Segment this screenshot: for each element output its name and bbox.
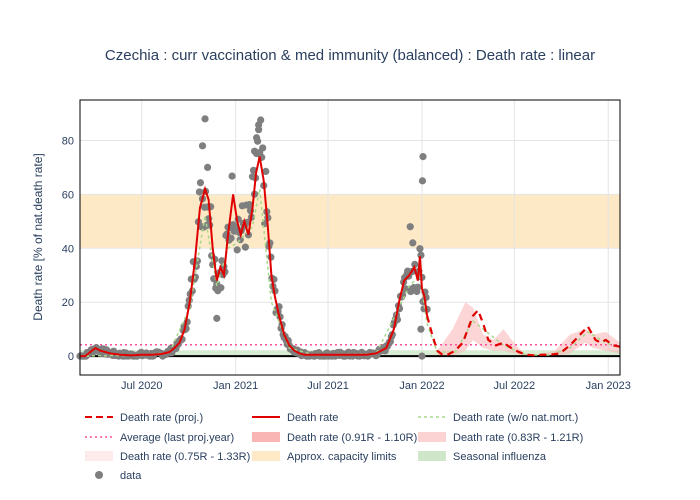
data-point-outlier <box>203 163 212 172</box>
legend-label: Death rate (0.75R - 1.33R) <box>120 451 250 463</box>
legend-swatch <box>95 471 103 479</box>
data-point-outlier <box>255 126 263 134</box>
projection-band <box>437 302 620 357</box>
capacity-band <box>80 194 620 249</box>
legend-label: Death rate (0.91R - 1.10R) <box>287 432 417 444</box>
legend-label: Approx. capacity limits <box>287 451 397 463</box>
x-tick-label: Jan 2023 <box>586 380 631 392</box>
data-point-outlier <box>418 177 427 185</box>
legend-label: Seasonal influenza <box>453 451 547 463</box>
legend-item: Approx. capacity limits <box>252 451 397 463</box>
chart-title: Czechia : curr vaccination & med immunit… <box>105 47 595 64</box>
data-point <box>416 245 424 253</box>
legend-item: Death rate (w/o nat.mort.) <box>418 412 578 424</box>
legend-label: data <box>120 470 142 482</box>
legend-swatch <box>418 432 446 442</box>
series-line-projection <box>426 308 621 357</box>
x-tick-label: Jan 2022 <box>399 380 444 392</box>
data-point-outlier <box>201 115 209 123</box>
y-tick-label: 0 <box>68 351 74 363</box>
data-point <box>411 260 419 268</box>
data-point <box>227 234 235 242</box>
data-point <box>195 188 204 196</box>
legend-swatch <box>252 451 280 461</box>
legend-item: Death rate (proj.) <box>85 412 203 424</box>
legend-item: Death rate (0.75R - 1.33R) <box>85 451 250 463</box>
data-point <box>241 243 249 251</box>
legend-swatch <box>252 432 280 442</box>
legend-item: data <box>95 470 142 482</box>
series-line-wo-natmort <box>79 188 621 357</box>
x-tick-label: Jul 2022 <box>494 380 536 392</box>
data-point <box>218 257 226 265</box>
y-tick-label: 40 <box>62 243 74 255</box>
data-point <box>233 246 241 254</box>
legend-label: Average (last proj.year) <box>120 432 234 444</box>
y-axis-label: Death rate [% of nat.death rate] <box>31 153 45 320</box>
data-point <box>217 284 225 292</box>
data-point-outlier <box>213 314 221 322</box>
x-tick-label: Jul 2020 <box>121 380 163 392</box>
legend-label: Death rate (0.83R - 1.21R) <box>453 432 583 444</box>
data-point <box>245 201 254 209</box>
x-tick-label: Jul 2021 <box>307 380 349 392</box>
legend-label: Death rate (w/o nat.mort.) <box>453 412 578 424</box>
x-tick-label: Jan 2021 <box>213 380 258 392</box>
data-point-outlier <box>198 142 207 150</box>
data-point <box>257 116 265 124</box>
data-point-outlier <box>252 134 261 142</box>
y-tick-label: 80 <box>62 135 74 147</box>
legend-swatch <box>418 451 446 461</box>
data-point <box>196 179 205 187</box>
plot-frame <box>79 99 621 376</box>
legend-item: Death rate (0.83R - 1.21R) <box>418 432 583 444</box>
y-tick-label: 60 <box>62 189 74 201</box>
legend-swatch <box>85 451 113 461</box>
legend-item: Average (last proj.year) <box>85 432 234 444</box>
data-point <box>259 144 267 152</box>
legend-item: Seasonal influenza <box>418 451 547 463</box>
data-point-outlier <box>419 153 427 161</box>
y-tick-label: 20 <box>62 297 74 309</box>
data-point-outlier <box>417 325 425 333</box>
data-point-outlier <box>418 352 426 360</box>
legend-label: Death rate <box>287 412 338 424</box>
data-point <box>414 283 422 291</box>
legend: Death rate (proj.) Death rate Death rate (… <box>85 412 583 482</box>
data-point-outlier <box>250 147 259 155</box>
legend-item: Death rate <box>252 412 338 424</box>
legend-item: Death rate (0.91R - 1.10R) <box>252 432 417 444</box>
legend-label: Death rate (proj.) <box>120 412 203 424</box>
data-point-outlier <box>409 239 417 247</box>
plot-area: 0 20 40 60 80 Jul 2020 Jan 2021 Jul 2021 Jan 202… <box>62 99 631 392</box>
data-point <box>228 172 236 180</box>
series-line-death-rate <box>80 156 429 358</box>
data-point-outlier <box>406 223 414 231</box>
data-point <box>262 167 270 175</box>
